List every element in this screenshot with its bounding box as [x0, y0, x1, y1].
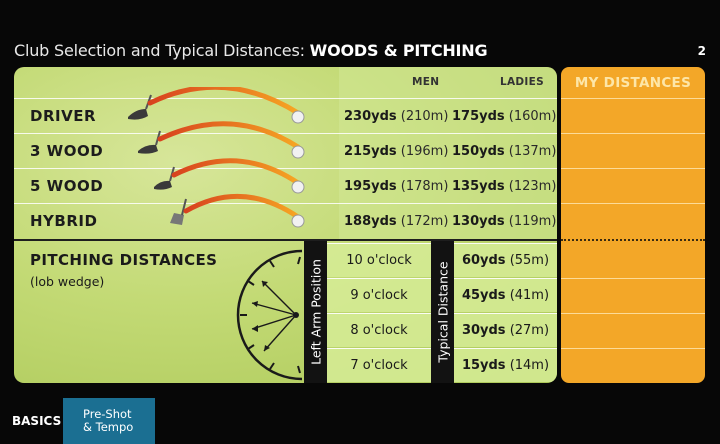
page-title: Club Selection and Typical Distances: WO… [14, 41, 488, 60]
ladies-distance: 135yds (123m) [452, 179, 557, 194]
ladies-distance: 150yds (137m) [452, 144, 557, 159]
arm-position-cell: 9 o'clock [327, 278, 431, 312]
page-number: 2 [697, 44, 706, 58]
men-distance: 195yds (178m) [344, 179, 449, 194]
club-name: 3 WOOD [30, 142, 104, 160]
shot-arc-icon [147, 87, 301, 116]
write-line [561, 348, 705, 349]
values-band [339, 67, 557, 239]
write-line [561, 278, 705, 279]
men-distance: 188yds (172m) [344, 214, 449, 229]
left-arm-position-label: Left Arm Position [308, 259, 323, 365]
club-name: 5 WOOD [30, 177, 104, 195]
section-divider [561, 239, 705, 241]
golf-ball-icon [291, 145, 305, 159]
club-row-hybrid: HYBRID 188yds (172m) 130yds (119m) [14, 203, 557, 238]
section-divider [14, 239, 557, 241]
distances-card: MEN LADIES DRIVER 230yds (210m) 175yds (… [14, 67, 557, 383]
wood-club-icon [154, 166, 175, 190]
golf-ball-icon [291, 110, 305, 124]
typical-distance-label: Typical Distance [435, 261, 450, 363]
column-header-men: MEN [412, 76, 440, 88]
arm-position-cell: 7 o'clock [327, 348, 431, 382]
write-line [561, 168, 705, 169]
club-name: HYBRID [30, 212, 98, 230]
write-line [561, 203, 705, 204]
men-distance: 230yds (210m) [344, 109, 449, 124]
write-line [561, 98, 705, 99]
left-arm-position-bar: Left Arm Position [304, 241, 327, 383]
club-row-3-wood: 3 WOOD 215yds (196m) 150yds (137m) [14, 133, 557, 168]
wood-club-icon [138, 130, 161, 154]
club-row-5-wood: 5 WOOD 195yds (178m) 135yds (123m) [14, 168, 557, 203]
arm-position-cell: 8 o'clock [327, 313, 431, 347]
men-distance: 215yds (196m) [344, 144, 449, 159]
hybrid-club-icon [170, 198, 187, 225]
club-row-driver: DRIVER 230yds (210m) 175yds (160m) [14, 98, 557, 133]
tab-pre-shot-tempo[interactable]: Pre-Shot & Tempo [63, 398, 155, 444]
shot-arc-icon [171, 158, 301, 186]
pitch-distance-cell: 45yds (41m) [454, 278, 557, 312]
driver-club-icon [128, 94, 152, 120]
club-name: DRIVER [30, 107, 96, 125]
my-distances-panel: MY DISTANCES [561, 67, 705, 383]
pitch-distance-cell: 30yds (27m) [454, 313, 557, 347]
write-line [561, 133, 705, 134]
write-line [561, 313, 705, 314]
shot-arc-icon [157, 121, 301, 150]
tab-label-line1: Pre-Shot [83, 407, 132, 421]
title-prefix: Club Selection and Typical Distances: [14, 41, 310, 60]
arm-position-cell: 10 o'clock [327, 243, 431, 277]
ladies-distance: 130yds (119m) [452, 214, 557, 229]
column-header-ladies: LADIES [500, 76, 544, 88]
title-bold: WOODS & PITCHING [309, 41, 488, 60]
my-distances-title: MY DISTANCES [574, 75, 692, 91]
golf-ball-icon [291, 214, 305, 228]
clock-face-icon [236, 249, 303, 381]
club-illustrations [128, 87, 305, 228]
pitching-subtitle: (lob wedge) [30, 274, 105, 289]
golf-ball-icon [291, 180, 305, 194]
typical-distance-bar: Typical Distance [431, 241, 454, 383]
pitch-distance-cell: 60yds (55m) [454, 243, 557, 277]
ladies-distance: 175yds (160m) [452, 109, 557, 124]
section-label: BASICS [12, 414, 62, 428]
pitch-distance-cell: 15yds (14m) [454, 348, 557, 382]
pitching-title: PITCHING DISTANCES [30, 251, 218, 269]
tab-label-line2: & Tempo [83, 420, 134, 434]
shot-arc-icon [183, 193, 301, 220]
